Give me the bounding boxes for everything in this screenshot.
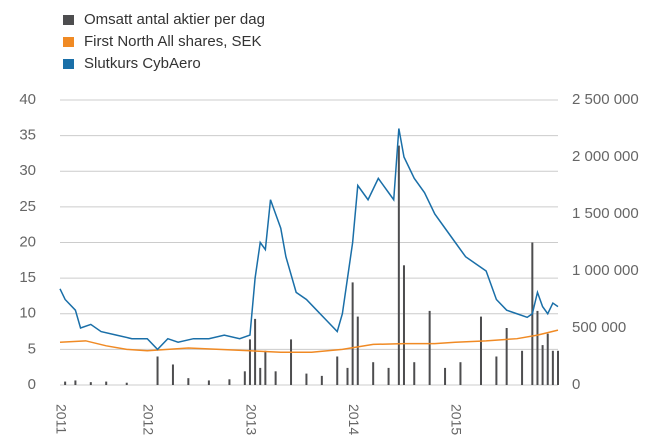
y2-tick-label: 2 500 000 [572,91,639,108]
y-tick-label: 30 [19,162,36,179]
bar [397,145,400,385]
bar [248,339,251,385]
y-tick-label: 0 [28,376,36,393]
bar [274,371,277,385]
bar [187,378,190,385]
y2-tick-label: 500 000 [572,319,626,336]
bar [64,381,67,385]
bar [521,350,524,385]
bar [171,364,174,385]
bar [156,356,159,385]
y-tick-label: 5 [28,340,36,357]
x-tick-label: 2014 [346,404,362,435]
y2-tick-label: 1 000 000 [572,262,639,279]
y2-tick-label: 2 000 000 [572,148,639,165]
bar [546,333,549,385]
bar [125,382,128,385]
bar [336,356,339,385]
bar [495,356,498,385]
y-tick-label: 15 [19,269,36,286]
bar [207,380,210,385]
x-tick-label: 2013 [243,404,259,435]
y-tick-label: 25 [19,198,36,215]
y-tick-label: 35 [19,127,36,144]
bar [74,380,77,385]
bar [228,379,231,385]
legend-swatch [63,59,74,69]
x-tick-label: 2011 [53,404,69,434]
bar [243,371,246,385]
bar [259,367,262,385]
bar [264,350,267,385]
legend-label: Slutkurs CybAero [84,55,201,72]
bar [459,362,462,385]
y-tick-label: 20 [19,233,36,250]
bar [290,339,293,385]
bar [89,382,92,385]
y-tick-label: 40 [19,91,36,108]
legend-label: First North All shares, SEK [84,33,262,50]
bar [402,265,405,385]
bar [505,328,508,385]
bar [428,310,431,385]
legend-label: Omsatt antal aktier per dag [84,11,265,28]
bar [413,362,416,385]
bar [254,318,257,385]
y2-tick-label: 1 500 000 [572,205,639,222]
bar [536,310,539,385]
bar [305,373,308,385]
x-tick-label: 2015 [449,404,465,435]
bar [479,316,482,385]
bar [541,345,544,385]
y-tick-label: 10 [19,305,36,322]
bar [551,350,554,385]
line [59,329,559,353]
y2-tick-label: 0 [572,376,580,393]
bar [372,362,375,385]
bar [356,316,359,385]
bar [387,367,390,385]
legend-swatch [63,37,74,47]
line [59,128,559,351]
bar [351,282,354,385]
x-tick-label: 2012 [141,404,157,435]
bar [444,367,447,385]
bar [320,375,323,385]
legend-swatch [63,15,74,25]
bar [346,367,349,385]
bar [105,381,108,385]
bar [557,350,559,385]
